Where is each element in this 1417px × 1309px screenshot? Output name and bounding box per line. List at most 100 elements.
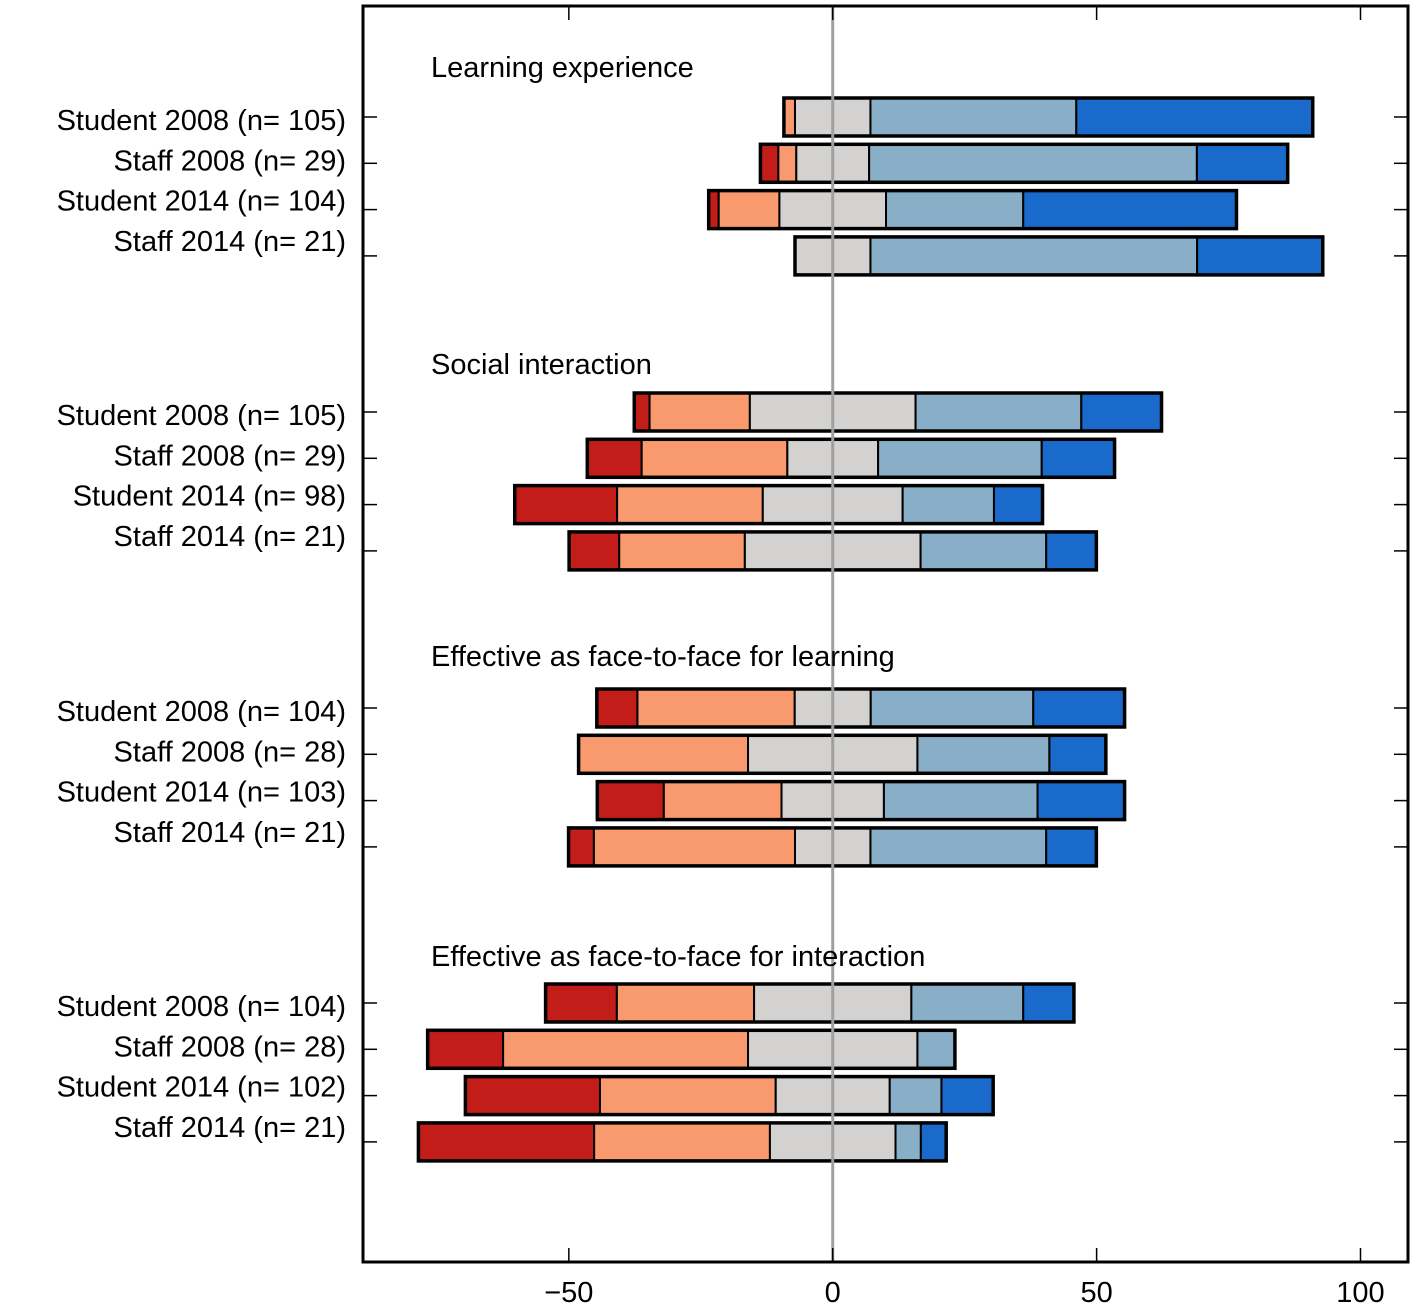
bars-layer: [416, 96, 1325, 1163]
bar-segment-disagree: [717, 189, 781, 230]
bar-segment-strongly-disagree: [596, 780, 665, 821]
bar-segment-agree: [869, 688, 1035, 728]
bar-segment-agree: [901, 484, 995, 525]
bar-row: [463, 1074, 995, 1117]
bar-row: [566, 826, 1099, 868]
bar-segment-disagree: [640, 438, 789, 479]
bar-row: [425, 1028, 957, 1071]
row-label: Student 2008 (n= 105): [57, 105, 346, 137]
row-label: Staff 2014 (n= 21): [114, 817, 346, 849]
row-label: Student 2014 (n= 104): [57, 186, 346, 218]
x-tick-label: −50: [544, 1277, 593, 1309]
bar-group-1: [512, 391, 1164, 572]
bar-segment-disagree: [777, 143, 798, 184]
bar-segment-strongly-disagree: [417, 1121, 596, 1162]
bar-segment-strongly-agree: [1032, 688, 1126, 728]
bar-segment-strongly-agree: [1196, 235, 1324, 276]
row-label: Staff 2014 (n= 21): [114, 521, 346, 553]
bar-segment-strongly-agree: [1195, 143, 1289, 184]
bar-segment-agree: [888, 1075, 943, 1116]
bar-segment-disagree: [662, 780, 783, 821]
bar-segment-agree: [919, 530, 1048, 571]
bar-segment-agree: [869, 826, 1048, 867]
bar-segment-disagree: [502, 1029, 750, 1070]
bar-outline: [595, 687, 1127, 729]
bar-segment-agree: [877, 438, 1043, 479]
bar-segment-strongly-disagree: [595, 688, 639, 728]
plot-frame: [361, 4, 1410, 1264]
bar-segment-strongly-agree: [1045, 530, 1098, 571]
bar-segment-agree: [894, 1121, 922, 1162]
bar-segment-disagree: [616, 484, 764, 525]
bar-segment-strongly-agree: [992, 484, 1044, 525]
bar-outline: [793, 235, 1325, 277]
bar-outline: [463, 1074, 995, 1117]
bar-segment-disagree: [636, 688, 796, 728]
bar-segment-agree: [869, 97, 1078, 137]
bar-outline: [416, 1121, 948, 1163]
bar-segment-strongly-agree: [1075, 97, 1314, 137]
row-label: Staff 2014 (n= 21): [114, 1112, 346, 1144]
bar-segment-strongly-agree: [940, 1075, 995, 1116]
bar-outline: [632, 391, 1164, 433]
bar-segment-disagree: [648, 392, 751, 432]
bar-outline: [512, 483, 1045, 526]
bar-row: [585, 437, 1117, 480]
x-tick-label: 50: [1080, 1277, 1112, 1309]
bar-segment-strongly-disagree: [426, 1029, 505, 1070]
row-label: Student 2008 (n= 104): [57, 991, 346, 1023]
bar-row: [416, 1121, 948, 1163]
bar-segment-agree: [914, 392, 1083, 432]
bar-outline: [706, 188, 1239, 231]
bar-outline: [543, 982, 1076, 1024]
row-label: Staff 2008 (n= 29): [114, 440, 346, 472]
bar-row: [706, 188, 1239, 231]
bar-segment-disagree: [598, 1075, 777, 1116]
row-label: Staff 2008 (n= 29): [114, 145, 346, 177]
bar-outline: [425, 1028, 957, 1071]
bar-row: [512, 483, 1045, 526]
x-tick-label: 100: [1336, 1277, 1384, 1309]
group-title: Effective as face-to-face for interactio…: [431, 941, 925, 973]
bar-segment-strongly-agree: [1048, 734, 1107, 775]
ticks-layer: [363, 6, 1408, 1262]
bar-segment-strongly-disagree: [513, 484, 619, 525]
labels-layer: Learning experience Student 2008 (n= 105)…: [57, 52, 1385, 1309]
bar-segment-strongly-agree: [1040, 438, 1116, 479]
bar-segment-agree: [869, 235, 1199, 276]
bar-group-3: [416, 982, 1076, 1163]
bar-segment-disagree: [593, 1121, 771, 1162]
bar-segment-agree: [910, 983, 1025, 1023]
bar-row: [576, 733, 1108, 776]
bar-group-2: [566, 687, 1127, 868]
bar-outline: [576, 733, 1108, 776]
group-title: Learning experience: [431, 52, 694, 84]
row-label: Student 2014 (n= 98): [73, 481, 346, 513]
bar-segment-strongly-disagree: [633, 392, 651, 432]
bar-group-0: [706, 96, 1325, 277]
bar-segment-strongly-disagree: [544, 983, 618, 1023]
bar-row: [632, 391, 1164, 433]
bar-segment-disagree: [592, 826, 796, 867]
row-label: Staff 2014 (n= 21): [114, 226, 346, 258]
x-tick-label: 0: [825, 1277, 841, 1309]
bar-outline: [595, 779, 1127, 822]
row-label: Staff 2008 (n= 28): [114, 736, 346, 768]
bar-row: [758, 142, 1290, 185]
bar-segment-strongly-agree: [1022, 983, 1075, 1023]
bar-segment-agree: [868, 143, 1198, 184]
bar-outline: [782, 96, 1315, 138]
bar-segment-disagree: [615, 983, 756, 1023]
bar-segment-agree: [885, 189, 1025, 230]
group-title: Effective as face-to-face for learning: [431, 641, 895, 673]
bar-segment-strongly-disagree: [568, 530, 621, 571]
row-label: Student 2014 (n= 102): [57, 1072, 346, 1104]
row-label: Staff 2008 (n= 28): [114, 1031, 346, 1063]
bar-segment-strongly-disagree: [567, 826, 595, 867]
bar-segment-agree: [916, 1029, 956, 1070]
bar-segment-strongly-agree: [1080, 392, 1163, 432]
bar-row: [782, 96, 1315, 138]
bar-segment-strongly-agree: [1045, 826, 1098, 867]
bar-row: [595, 687, 1127, 729]
